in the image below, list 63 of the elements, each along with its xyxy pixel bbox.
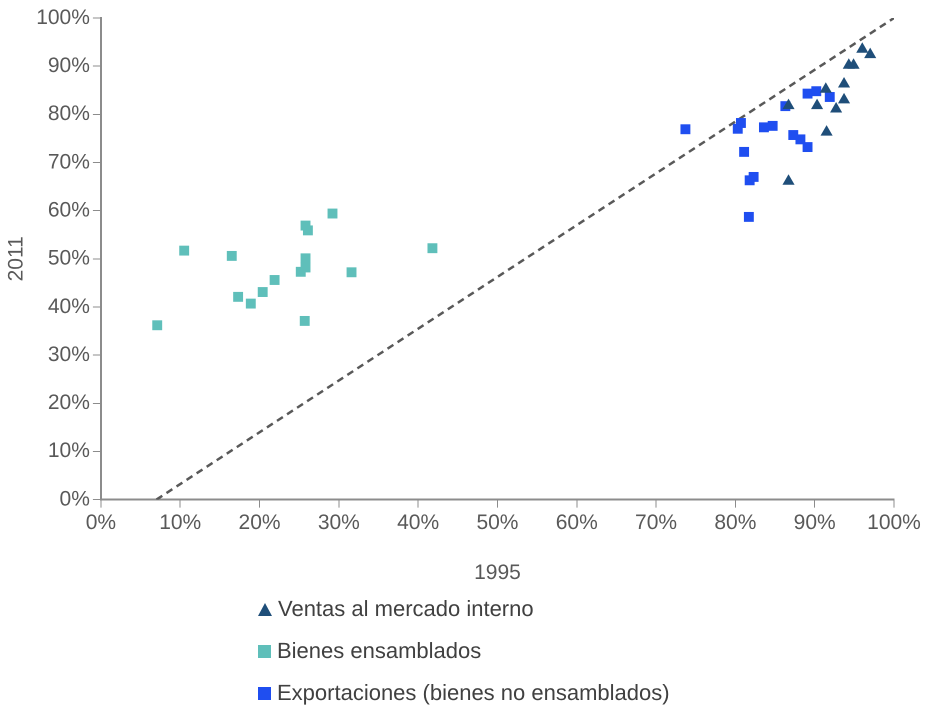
x-tick-label: 70% — [635, 510, 678, 534]
point — [739, 146, 750, 157]
x-tick-label: 20% — [238, 510, 281, 534]
x-tick-label: 0% — [86, 510, 116, 534]
point — [856, 42, 868, 53]
x-tick-label: 80% — [714, 510, 756, 534]
point — [782, 98, 795, 110]
point — [838, 92, 850, 104]
y-tick-label: 70% — [48, 150, 90, 174]
point — [300, 262, 310, 272]
legend-label: Exportaciones (bienes no ensamblados) — [277, 680, 670, 706]
x-tick-label: 60% — [556, 510, 598, 534]
x-axis-title: 1995 — [474, 561, 521, 584]
x-tick-label: 90% — [794, 510, 836, 534]
point — [302, 225, 313, 236]
point — [300, 253, 310, 264]
point — [820, 82, 832, 93]
point — [179, 246, 190, 256]
point — [328, 208, 338, 218]
x-tick-label: 10% — [159, 510, 202, 534]
point — [744, 175, 755, 186]
point — [811, 86, 822, 96]
y-tick-label: 50% — [48, 246, 90, 270]
y-tick-label: 60% — [48, 198, 90, 222]
point — [802, 142, 813, 152]
point — [838, 76, 850, 88]
x-tick-label: 30% — [318, 510, 360, 534]
point — [152, 320, 162, 330]
y-tick-label: 80% — [48, 102, 90, 126]
point — [258, 287, 268, 297]
point — [811, 98, 824, 110]
point — [768, 120, 778, 131]
x-tick-label: 50% — [476, 510, 518, 534]
y-tick-label: 100% — [36, 6, 90, 29]
y-tick-label: 40% — [48, 294, 90, 318]
point — [824, 92, 835, 102]
y-tick-label: 90% — [48, 54, 90, 77]
point — [233, 292, 244, 302]
point — [427, 243, 438, 254]
x-tick-label: 40% — [397, 510, 440, 534]
point — [346, 267, 356, 278]
point — [795, 134, 806, 144]
x-tick-label: 100% — [867, 510, 921, 534]
y-tick-label: 0% — [60, 487, 90, 510]
legend-label: Bienes ensamblados — [277, 638, 482, 664]
point — [246, 298, 256, 309]
y-tick-label: 10% — [48, 439, 90, 462]
point — [864, 48, 876, 58]
point — [226, 250, 237, 261]
point — [847, 58, 860, 69]
point — [680, 124, 690, 134]
y-tick-label: 30% — [48, 342, 90, 366]
point — [830, 102, 842, 113]
point — [744, 212, 754, 222]
point — [802, 88, 813, 99]
point — [300, 316, 310, 326]
point — [782, 174, 795, 185]
point — [270, 275, 280, 285]
y-axis-title: 2011 — [4, 236, 28, 282]
legend-label: Ventas al mercado interno — [278, 596, 534, 622]
point — [732, 124, 743, 134]
point — [820, 125, 833, 136]
y-tick-label: 20% — [48, 391, 90, 414]
